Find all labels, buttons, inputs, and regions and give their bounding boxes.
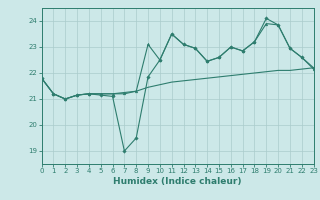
X-axis label: Humidex (Indice chaleur): Humidex (Indice chaleur) — [113, 177, 242, 186]
